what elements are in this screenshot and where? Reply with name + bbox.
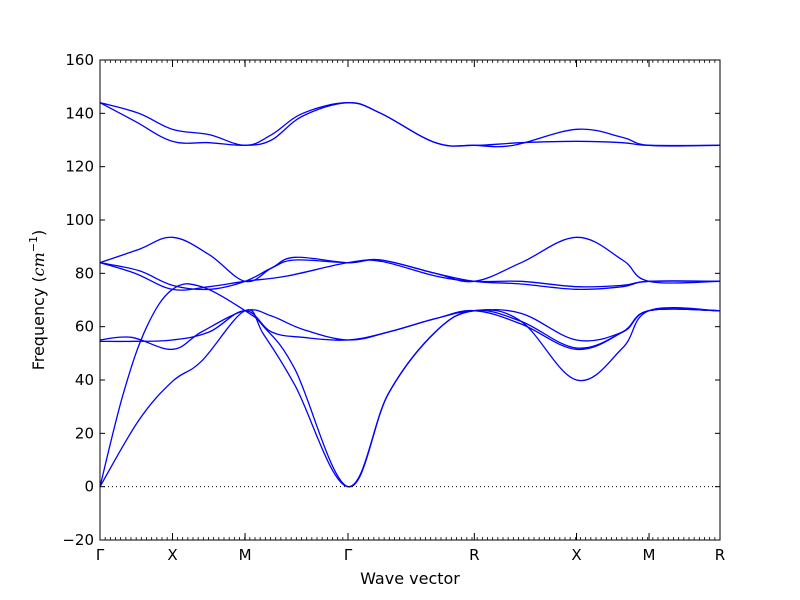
band-line-3 [99, 236, 721, 284]
y-axis-ticks: −20 0 20 40 60 80 100 120 140 160 [62, 51, 720, 549]
x-tick-label: M [643, 546, 656, 564]
band-line-6 [99, 283, 721, 488]
x-tick-label: Γ [96, 546, 105, 564]
y-tick-label: 140 [65, 104, 94, 122]
y-tick-label: 0 [84, 478, 94, 496]
x-tick-label: M [239, 546, 252, 564]
y-tick-label: 20 [75, 424, 94, 442]
band-line-2 [99, 102, 721, 147]
y-tick-label: 40 [75, 371, 94, 389]
x-tick-label: R [715, 546, 725, 564]
x-tick-label: R [469, 546, 479, 564]
band-lines [99, 102, 721, 488]
x-tick-label: X [167, 546, 177, 564]
band-line-7 [99, 307, 721, 488]
x-tick-label: X [571, 546, 581, 564]
x-axis-label: Wave vector [360, 569, 460, 588]
y-tick-label: 160 [65, 51, 94, 69]
y-tick-label: 60 [75, 318, 94, 336]
band-line-5 [99, 259, 721, 291]
y-axis-label: Frequency (cm−1) [27, 230, 48, 371]
x-tick-label: Γ [344, 546, 353, 564]
y-tick-label: 80 [75, 264, 94, 282]
y-tick-label: −20 [62, 531, 94, 549]
y-tick-label: 120 [65, 158, 94, 176]
band-line-1 [99, 102, 721, 148]
y-tick-label: 100 [65, 211, 94, 229]
band-line-9 [99, 308, 721, 350]
